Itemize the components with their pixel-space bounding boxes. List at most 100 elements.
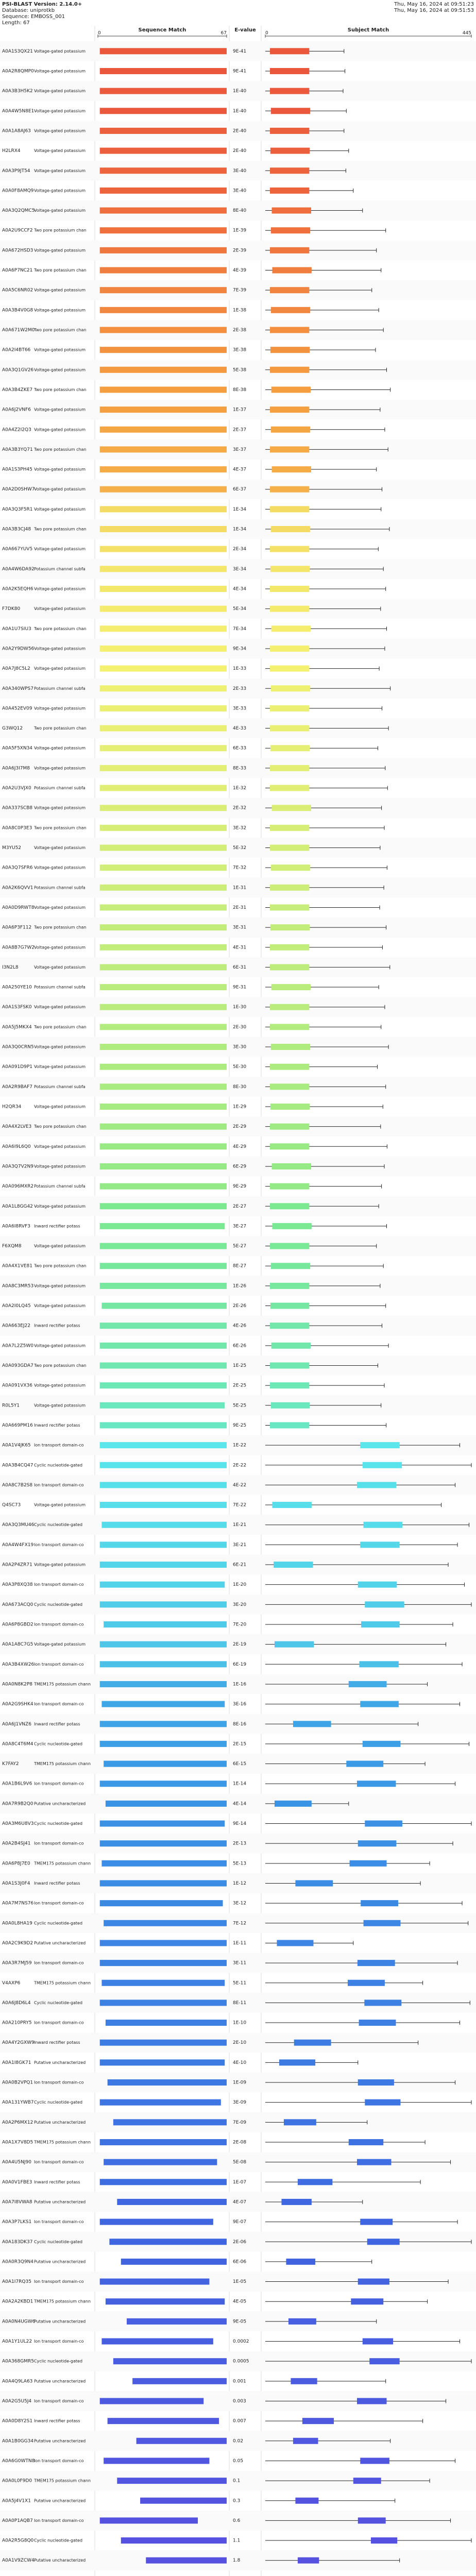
evalue: 2E-29 <box>233 1124 246 1129</box>
evalue: 5E-34 <box>233 606 246 612</box>
description: Two pore potassium chan <box>33 1124 87 1129</box>
description: Two pore potassium chan <box>33 1363 87 1368</box>
accession: A0A6G0WTN8 <box>2 2459 35 2464</box>
evalue: 2E-08 <box>233 2140 246 2145</box>
evalue: 9E-05 <box>233 2319 246 2324</box>
subject-match <box>284 2119 316 2125</box>
accession: A0A2C9K9D2 <box>2 1941 33 1946</box>
query-match <box>100 606 227 612</box>
evalue: 3E-34 <box>233 567 246 572</box>
description: Putative uncharacterized <box>34 2319 86 2324</box>
subject-match <box>360 2458 389 2464</box>
description: Voltage-gated potassium <box>34 288 86 293</box>
query-match <box>100 2219 213 2225</box>
description: Voltage-gated potassium <box>34 168 86 173</box>
subject-match <box>271 865 310 871</box>
description: Voltage-gated potassium <box>34 646 86 651</box>
accession: A0A0B2VPQ1 <box>2 2080 33 2086</box>
subject-match <box>363 2338 393 2345</box>
query-match <box>100 1562 227 1568</box>
query-axis-tick-label: 0 <box>98 31 101 36</box>
subject-match <box>270 1362 309 1368</box>
description: Voltage-gated potassium <box>34 965 86 970</box>
query-match <box>100 745 227 751</box>
subject-match <box>279 2059 315 2065</box>
accession: A0A1S3QX21 <box>2 49 33 54</box>
query-match <box>100 2279 210 2285</box>
accession: A0A8C4T6M4 <box>2 1741 33 1747</box>
query-match <box>100 1541 227 1548</box>
evalue: 3E-16 <box>233 1702 246 1707</box>
subject-match <box>288 2318 316 2325</box>
subject-match <box>270 785 309 791</box>
description: Voltage-gated potassium <box>34 128 86 133</box>
accession: A0A183DK37 <box>2 2240 33 2245</box>
accession: A0A3Q0CRN5 <box>2 1045 34 1050</box>
description: Cyclic nucleotide-gated <box>34 1602 82 1607</box>
query-match <box>137 2438 227 2444</box>
query-match <box>100 904 227 910</box>
query-match <box>100 1940 227 1946</box>
query-match <box>100 167 227 174</box>
query-match <box>100 1343 227 1349</box>
evalue: 4E-07 <box>233 2199 246 2205</box>
subject-match <box>274 1562 313 1568</box>
description: Potassium channel subfa <box>34 985 86 990</box>
subject-match <box>357 2398 387 2404</box>
accession: A0A6P7NC21 <box>2 268 32 273</box>
subject-axis-tick-label: 445 <box>463 31 471 36</box>
query-match <box>100 1183 227 1190</box>
subject-match <box>358 1960 395 1966</box>
accession: A0A3Q1GV26 <box>2 367 33 372</box>
query-match <box>100 805 227 811</box>
description: Voltage-gated potassium <box>34 945 86 950</box>
evalue: 9E-07 <box>233 2219 246 2225</box>
evalue: 4E-29 <box>233 1144 246 1149</box>
description: Ion transport domain-co <box>34 2339 84 2344</box>
accession: A0A0N8K2P8 <box>2 1682 32 1687</box>
evalue: 0.0002 <box>233 2339 249 2344</box>
query-match <box>117 2478 227 2484</box>
subject-match <box>270 825 309 831</box>
accession: A0A4W6DA92 <box>2 567 35 572</box>
subject-match <box>275 1801 312 1807</box>
description: Two pore potassium chan <box>33 447 87 452</box>
length: Length: 67 <box>2 20 30 26</box>
query-match <box>100 1821 225 1827</box>
evalue: 6E-15 <box>233 1761 246 1767</box>
query-match <box>100 705 227 711</box>
description: Voltage-gated potassium <box>34 1383 86 1388</box>
subject-match <box>369 2358 399 2364</box>
subject-match <box>270 1323 309 1329</box>
description: Inward rectifier potass <box>34 1224 80 1228</box>
subject-match <box>270 68 309 74</box>
evalue: 0.007 <box>233 2419 246 2424</box>
description: Voltage-gated potassium <box>34 148 86 153</box>
accession: A0A2K5EQH6 <box>2 586 33 591</box>
query-match <box>113 2358 227 2364</box>
accession: A0A3R7MJ59 <box>2 1961 32 1966</box>
subject-match <box>270 924 310 930</box>
evalue: 4E-33 <box>233 726 246 731</box>
evalue: 6E-29 <box>233 1164 246 1169</box>
query-match <box>100 1402 225 1409</box>
accession: V4AXP6 <box>2 1980 21 1986</box>
description: Ion transport domain-co <box>34 1662 84 1667</box>
subject-match <box>348 1980 385 1986</box>
evalue: 5E-32 <box>233 845 246 851</box>
evalue: 2E-06 <box>233 2240 246 2245</box>
subject-match <box>270 88 309 94</box>
query-match <box>100 267 227 274</box>
accession: A0A3B4CQ47 <box>2 1463 33 1468</box>
evalue: 8E-33 <box>233 766 246 771</box>
description: Voltage-gated potassium <box>34 1503 86 1507</box>
evalue: 1E-07 <box>233 2180 246 2185</box>
description: Inward rectifier potass <box>34 2180 80 2184</box>
description: Voltage-gated potassium <box>34 606 86 611</box>
evalue: 9E-41 <box>233 69 246 74</box>
subject-match <box>350 1860 387 1867</box>
accession: A0A3B4XW26 <box>2 1662 34 1667</box>
accession: A0A3P8XQ38 <box>2 1582 33 1587</box>
subject-match <box>271 227 310 233</box>
subject-match <box>270 765 309 771</box>
